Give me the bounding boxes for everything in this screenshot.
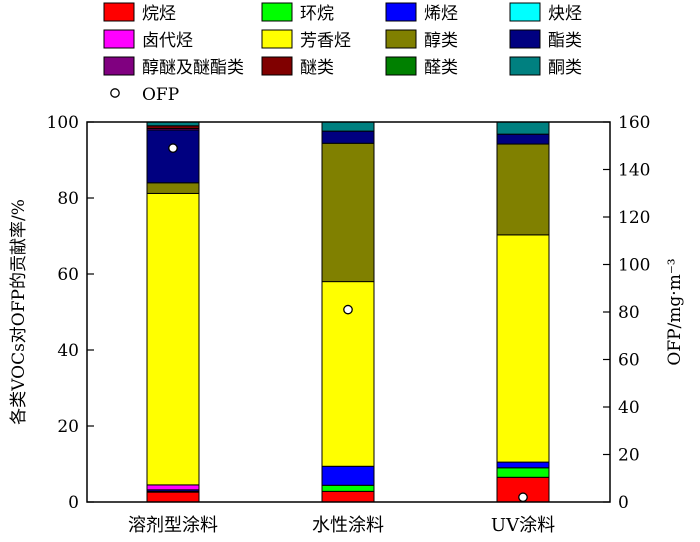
y2-axis-title: OFP/mg·m⁻³ xyxy=(665,258,685,365)
legend-ofp-marker xyxy=(110,88,120,98)
bar-segment-1-7 xyxy=(321,130,375,144)
right-axis: 0 20 40 60 80 100 120 140 160 xyxy=(603,113,650,513)
legend-swatch-4 xyxy=(103,29,135,49)
bar-segment-2-11 xyxy=(496,121,550,135)
x-category-label-0: 溶剂型涂料 xyxy=(128,515,218,536)
bar-segment-2-7 xyxy=(496,133,550,145)
bar-segment-0-6 xyxy=(146,182,200,194)
legend-label-7: 酯类 xyxy=(548,31,582,51)
y-tick-label-1: 20 xyxy=(57,417,79,437)
ofp-point-1 xyxy=(343,304,353,315)
bar-segment-0-4 xyxy=(146,484,200,491)
legend-label-4: 卤代烃 xyxy=(142,31,193,51)
legend-swatch-2 xyxy=(385,2,417,22)
ofp-point-2 xyxy=(518,492,528,503)
x-category-label-2: UV涂料 xyxy=(491,515,555,536)
y-tick-label-0: 0 xyxy=(68,493,79,513)
legend-swatch-11 xyxy=(509,56,541,76)
legend-label-1: 环烷 xyxy=(300,4,334,24)
legend-label-2: 烯烃 xyxy=(424,4,458,24)
y-tick-label-3: 60 xyxy=(57,265,79,285)
legend-label-0: 烷烃 xyxy=(142,4,176,24)
legend-swatch-3 xyxy=(509,2,541,22)
bar-segment-2-5 xyxy=(496,234,550,463)
legend-swatch-1 xyxy=(261,2,293,22)
bar-segment-0-7 xyxy=(146,129,200,184)
legend-label-11: 酮类 xyxy=(548,58,582,78)
bar-segment-0-5 xyxy=(146,192,200,486)
legend-swatch-8 xyxy=(103,56,135,76)
legend-label-8: 醇醚及醚酯类 xyxy=(142,58,244,78)
y-tick-label-5: 100 xyxy=(47,113,79,133)
y-tick-label-4: 80 xyxy=(57,189,79,209)
legend-swatch-6 xyxy=(385,29,417,49)
ofp-point-0 xyxy=(168,143,178,153)
y2-tick-label-3: 60 xyxy=(618,351,640,371)
bar-segment-1-6 xyxy=(321,142,375,283)
y-axis-title: 各类VOCs对OFP的贡献率/% xyxy=(9,199,29,425)
y-tick-label-2: 40 xyxy=(57,341,79,361)
bar-segment-1-1 xyxy=(321,484,375,492)
y2-tick-label-2: 40 xyxy=(618,398,640,418)
y2-tick-label-6: 120 xyxy=(618,208,650,228)
bar-segment-2-1 xyxy=(496,467,550,478)
legend-swatch-0 xyxy=(103,2,135,22)
legend-swatch-7 xyxy=(509,29,541,49)
legend-swatch-5 xyxy=(261,29,293,49)
y2-tick-label-0: 0 xyxy=(618,493,629,513)
bar-segment-1-2 xyxy=(321,465,375,486)
y2-tick-label-1: 20 xyxy=(618,446,640,466)
bar-segment-2-2 xyxy=(496,461,550,469)
legend-label-5: 芳香烃 xyxy=(300,31,351,51)
y2-tick-label-7: 140 xyxy=(618,161,650,181)
legend-ofp-label: OFP xyxy=(142,85,179,105)
bars-layer xyxy=(146,121,550,503)
y2-tick-label-8: 160 xyxy=(618,113,650,133)
x-category-label-1: 水性涂料 xyxy=(312,515,384,536)
legend-label-9: 醚类 xyxy=(300,58,334,78)
bar-segment-2-6 xyxy=(496,143,550,236)
bar-segment-1-11 xyxy=(321,121,375,132)
left-axis: 0 20 40 60 80 100 xyxy=(47,113,94,513)
legend-swatch-10 xyxy=(385,56,417,76)
bar-segment-1-0 xyxy=(321,490,375,503)
legend-swatch-9 xyxy=(261,56,293,76)
y2-tick-label-4: 80 xyxy=(618,303,640,323)
ofp-points-layer xyxy=(168,143,528,503)
legend-label-6: 醇类 xyxy=(424,31,458,51)
x-axis: 溶剂型涂料 水性涂料 UV涂料 xyxy=(128,515,555,536)
y2-tick-label-5: 100 xyxy=(618,256,650,276)
legend-label-3: 炔烃 xyxy=(548,4,582,24)
bar-segment-0-0 xyxy=(146,491,200,503)
legend-label-10: 醛类 xyxy=(424,58,458,78)
